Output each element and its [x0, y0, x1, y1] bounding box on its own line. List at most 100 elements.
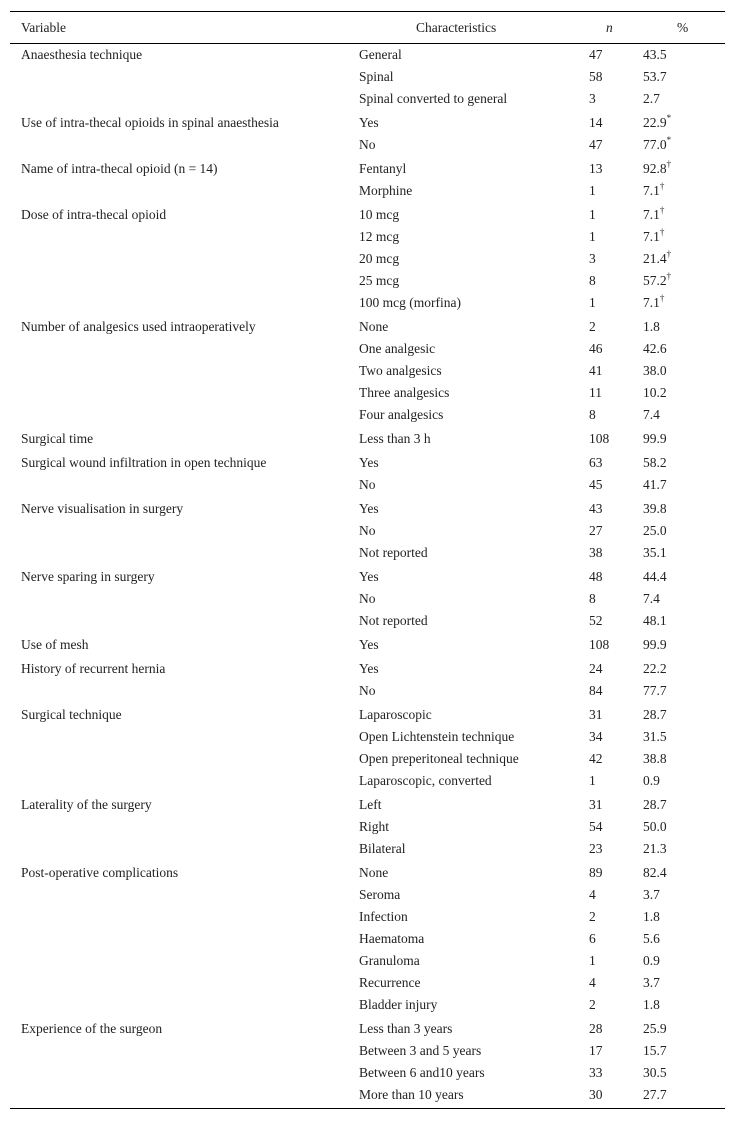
characteristic-cell: Yes: [359, 455, 379, 470]
footnote-mark: †: [659, 293, 665, 303]
table-row: Laparoscopic, converted 1 0.9: [10, 770, 725, 792]
pct-value: 53.7: [643, 69, 667, 84]
pct-cell: 82.4: [643, 862, 667, 884]
table-row: Recurrence 4 3.7: [10, 972, 725, 994]
row-group: Post-operative complications None 89 82.4 Se…: [10, 862, 725, 1018]
characteristic-cell: Open Lichtenstein technique: [359, 729, 515, 744]
table-row: Bladder injury 2 1.8: [10, 994, 725, 1016]
pct-cell: 3.7: [643, 972, 660, 994]
pct-cell: 42.6: [643, 338, 667, 360]
variable-cell: Dose of intra-thecal opioid: [21, 207, 167, 222]
pct-value: 22.2: [643, 661, 667, 676]
pct-value: 92.8: [643, 161, 667, 176]
pct-value: 0.9: [643, 953, 660, 968]
n-cell: 2: [589, 909, 596, 924]
pct-cell: 28.7: [643, 704, 667, 726]
pct-value: 25.9: [643, 1021, 667, 1036]
table-row: No 45 41.7: [10, 474, 725, 496]
n-cell: 52: [589, 613, 603, 628]
footnote-mark: †: [659, 205, 665, 215]
pct-cell: 0.9: [643, 950, 660, 972]
pct-value: 41.7: [643, 477, 667, 492]
pct-cell: 48.1: [643, 610, 667, 632]
header-cell: n: [606, 20, 613, 35]
pct-cell: 7.1†: [643, 292, 664, 314]
n-cell: 89: [589, 865, 603, 880]
row-group: Nerve visualisation in surgery Yes 43 39.8 N…: [10, 498, 725, 566]
pct-cell: 28.7: [643, 794, 667, 816]
footnote-mark: †: [666, 159, 672, 169]
pct-cell: 30.5: [643, 1062, 667, 1084]
pct-value: 7.1: [643, 229, 660, 244]
characteristic-cell: Yes: [359, 569, 379, 584]
table-row: Spinal converted to general 3 2.7: [10, 88, 725, 110]
pct-cell: 21.4†: [643, 248, 671, 270]
n-cell: 48: [589, 569, 603, 584]
table-row: No 84 77.7: [10, 680, 725, 702]
variable-cell: Use of intra-thecal opioids in spinal an…: [21, 115, 279, 130]
pct-value: 7.1: [643, 295, 660, 310]
pct-cell: 27.7: [643, 1084, 667, 1106]
table-row: Between 3 and 5 years 17 15.7: [10, 1040, 725, 1062]
pct-value: 44.4: [643, 569, 667, 584]
n-cell: 41: [589, 363, 603, 378]
pct-cell: 5.6: [643, 928, 660, 950]
row-group: Experience of the surgeon Less than 3 yea…: [10, 1018, 725, 1108]
table-row: Open preperitoneal technique 42 38.8: [10, 748, 725, 770]
n-cell: 1: [589, 207, 596, 222]
n-cell: 31: [589, 797, 603, 812]
pct-cell: 1.8: [643, 316, 660, 338]
pct-cell: 0.9: [643, 770, 660, 792]
characteristic-cell: Two analgesics: [359, 363, 442, 378]
n-cell: 8: [589, 591, 596, 606]
n-cell: 38: [589, 545, 603, 560]
pct-cell: 92.8†: [643, 158, 671, 180]
pct-cell: 15.7: [643, 1040, 667, 1062]
pct-value: 31.5: [643, 729, 667, 744]
pct-value: 25.0: [643, 523, 667, 538]
pct-value: 50.0: [643, 819, 667, 834]
pct-value: 48.1: [643, 613, 667, 628]
table-row: Open Lichtenstein technique 34 31.5: [10, 726, 725, 748]
row-group: Surgical wound infiltration in open tech…: [10, 452, 725, 498]
n-cell: 47: [589, 137, 603, 152]
variable-cell: Anaesthesia technique: [21, 47, 143, 62]
pct-value: 10.2: [643, 385, 667, 400]
characteristic-cell: Laparoscopic, converted: [359, 773, 492, 788]
characteristic-cell: One analgesic: [359, 341, 436, 356]
table-row: No 47 77.0*: [10, 134, 725, 156]
characteristic-cell: Right: [359, 819, 390, 834]
characteristic-cell: No: [359, 683, 376, 698]
variable-cell: Experience of the surgeon: [21, 1021, 163, 1036]
header-row: Variable Characteristics n %: [10, 12, 725, 44]
characteristic-cell: Yes: [359, 115, 379, 130]
n-cell: 1: [589, 773, 596, 788]
table-row: Haematoma 6 5.6: [10, 928, 725, 950]
pct-value: 35.1: [643, 545, 667, 560]
pct-cell: 99.9: [643, 634, 667, 656]
pct-value: 5.6: [643, 931, 660, 946]
characteristic-cell: 25 mcg: [359, 273, 400, 288]
pct-cell: 99.9: [643, 428, 667, 450]
n-cell: 54: [589, 819, 603, 834]
pct-value: 77.0: [643, 137, 667, 152]
characteristic-cell: Fentanyl: [359, 161, 407, 176]
table-row: Surgical time Less than 3 h 108 99.9: [10, 428, 725, 450]
n-cell: 8: [589, 407, 596, 422]
n-cell: 1: [589, 953, 596, 968]
characteristic-cell: Yes: [359, 637, 379, 652]
footnote-mark: †: [666, 271, 672, 281]
row-group: Anaesthesia technique General 47 43.5 Spinal…: [10, 44, 725, 112]
table-row: Seroma 4 3.7: [10, 884, 725, 906]
table-row: Anaesthesia technique General 47 43.5: [10, 44, 725, 66]
row-group: Use of mesh Yes 108 99.9: [10, 634, 725, 658]
table: Variable Characteristics n % Anaesthesia…: [10, 11, 725, 1109]
table-row: One analgesic 46 42.6: [10, 338, 725, 360]
characteristic-cell: Yes: [359, 661, 379, 676]
pct-value: 3.7: [643, 887, 660, 902]
characteristic-cell: None: [359, 865, 389, 880]
n-cell: 84: [589, 683, 603, 698]
row-group: Nerve sparing in surgery Yes 48 44.4 No 8 7.4 N…: [10, 566, 725, 634]
pct-value: 28.7: [643, 707, 667, 722]
n-cell: 108: [589, 637, 610, 652]
